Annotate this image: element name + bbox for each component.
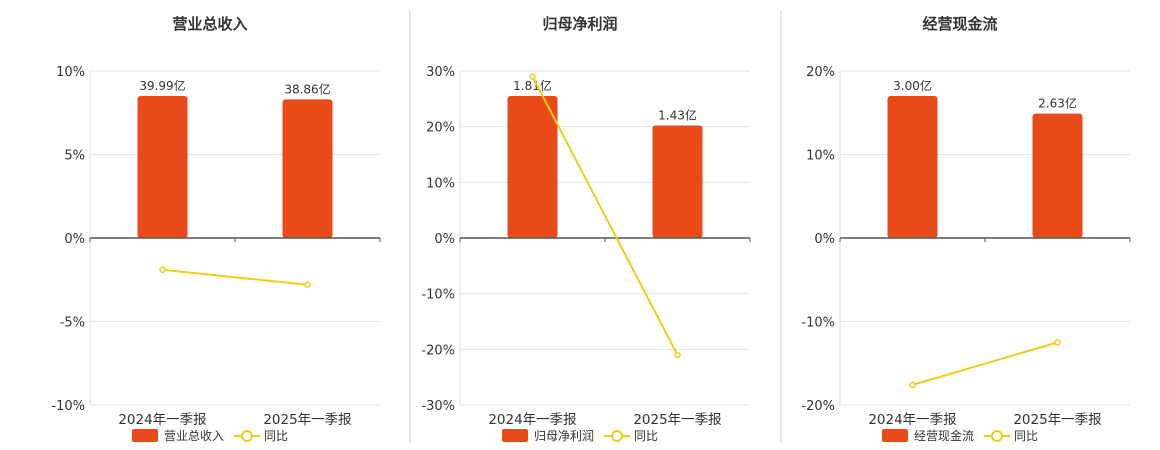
bar-data-label: 2.63亿 bbox=[1038, 96, 1077, 111]
chart-title: 归母净利润 bbox=[542, 15, 617, 33]
legend-label-line: 同比 bbox=[634, 429, 658, 443]
y-tick-label: 30% bbox=[426, 65, 455, 80]
bar bbox=[887, 96, 938, 238]
bar bbox=[652, 125, 703, 238]
yoy-point bbox=[159, 266, 166, 273]
legend-label-bar: 归母净利润 bbox=[534, 429, 594, 443]
legend-label-bar: 营业总收入 bbox=[164, 429, 224, 443]
bar bbox=[1032, 113, 1083, 238]
yoy-line bbox=[912, 341, 1058, 386]
y-tick-label: 0% bbox=[814, 232, 835, 247]
legend-swatch-bar bbox=[882, 429, 908, 442]
x-tick-label: 2024年一季报 bbox=[118, 412, 206, 428]
x-tick-label: 2025年一季报 bbox=[263, 412, 351, 428]
legend-label-line: 同比 bbox=[1014, 429, 1038, 443]
chart-panel-revenue: 营业总收入 10% 5% 0% -5% -10% 39.99亿 38.86亿 2024年一季报… bbox=[51, 15, 381, 443]
chart-title: 营业总收入 bbox=[172, 15, 247, 33]
y-tick-label: 10% bbox=[426, 176, 455, 191]
yoy-point bbox=[529, 73, 536, 80]
legend-line-marker bbox=[241, 430, 253, 442]
y-tick-label: -10% bbox=[421, 288, 455, 303]
yoy-point bbox=[909, 381, 916, 389]
bar-data-label: 39.99亿 bbox=[139, 78, 185, 93]
legend-swatch-bar bbox=[502, 429, 528, 442]
x-tick-label: 2024年一季报 bbox=[488, 412, 576, 428]
bar-data-label: 1.81亿 bbox=[513, 78, 552, 93]
chart-legend: 经营现金流 同比 bbox=[882, 428, 1038, 443]
y-tick-label: -20% bbox=[801, 399, 835, 414]
x-tick-label: 2025年一季报 bbox=[1013, 412, 1101, 428]
yoy-point bbox=[1054, 339, 1061, 346]
y-tick-label: -30% bbox=[421, 399, 455, 414]
y-tick-label: 20% bbox=[426, 121, 455, 136]
yoy-line bbox=[162, 268, 308, 286]
bar bbox=[137, 96, 188, 238]
yoy-line bbox=[531, 76, 679, 356]
chart-title: 经营现金流 bbox=[922, 15, 997, 33]
legend-label-line: 同比 bbox=[264, 429, 288, 443]
bar-data-label: 38.86亿 bbox=[284, 81, 330, 96]
y-tick-label: 0% bbox=[434, 232, 455, 247]
yoy-point bbox=[304, 281, 311, 289]
bar-data-label: 3.00亿 bbox=[893, 78, 932, 93]
chart-legend: 归母净利润 同比 bbox=[502, 429, 658, 443]
legend-label-bar: 经营现金流 bbox=[914, 428, 974, 443]
y-tick-label: -20% bbox=[421, 343, 455, 358]
legend-line-marker bbox=[991, 430, 1003, 442]
y-tick-label: 20% bbox=[806, 65, 835, 80]
yoy-point bbox=[674, 351, 681, 359]
y-tick-label: 5% bbox=[64, 149, 85, 164]
x-tick-label: 2024年一季报 bbox=[868, 412, 956, 428]
y-tick-label: 0% bbox=[64, 232, 85, 247]
y-tick-label: -5% bbox=[60, 316, 85, 331]
x-tick-label: 2025年一季报 bbox=[633, 412, 721, 428]
y-tick-label: 10% bbox=[806, 149, 835, 164]
y-tick-label: -10% bbox=[51, 399, 85, 414]
chart-legend: 营业总收入 同比 bbox=[132, 429, 288, 443]
y-tick-label: -10% bbox=[801, 316, 835, 331]
y-tick-label: 10% bbox=[56, 65, 85, 80]
bar bbox=[282, 99, 333, 238]
legend-line-marker bbox=[611, 430, 623, 442]
bar-data-label: 1.43亿 bbox=[658, 108, 697, 123]
legend-swatch-bar bbox=[132, 429, 158, 442]
bar bbox=[507, 96, 558, 238]
chart-panel-operating-cashflow: 经营现金流 20% 10% 0% -10% -20% 3.00亿 2.63亿 2024年一季报… bbox=[801, 15, 1131, 443]
chart-panel-net-profit: 归母净利润 30% 20% 10% 0% -10% -20% -30% 1.81亿 1.43亿 2… bbox=[421, 15, 751, 443]
